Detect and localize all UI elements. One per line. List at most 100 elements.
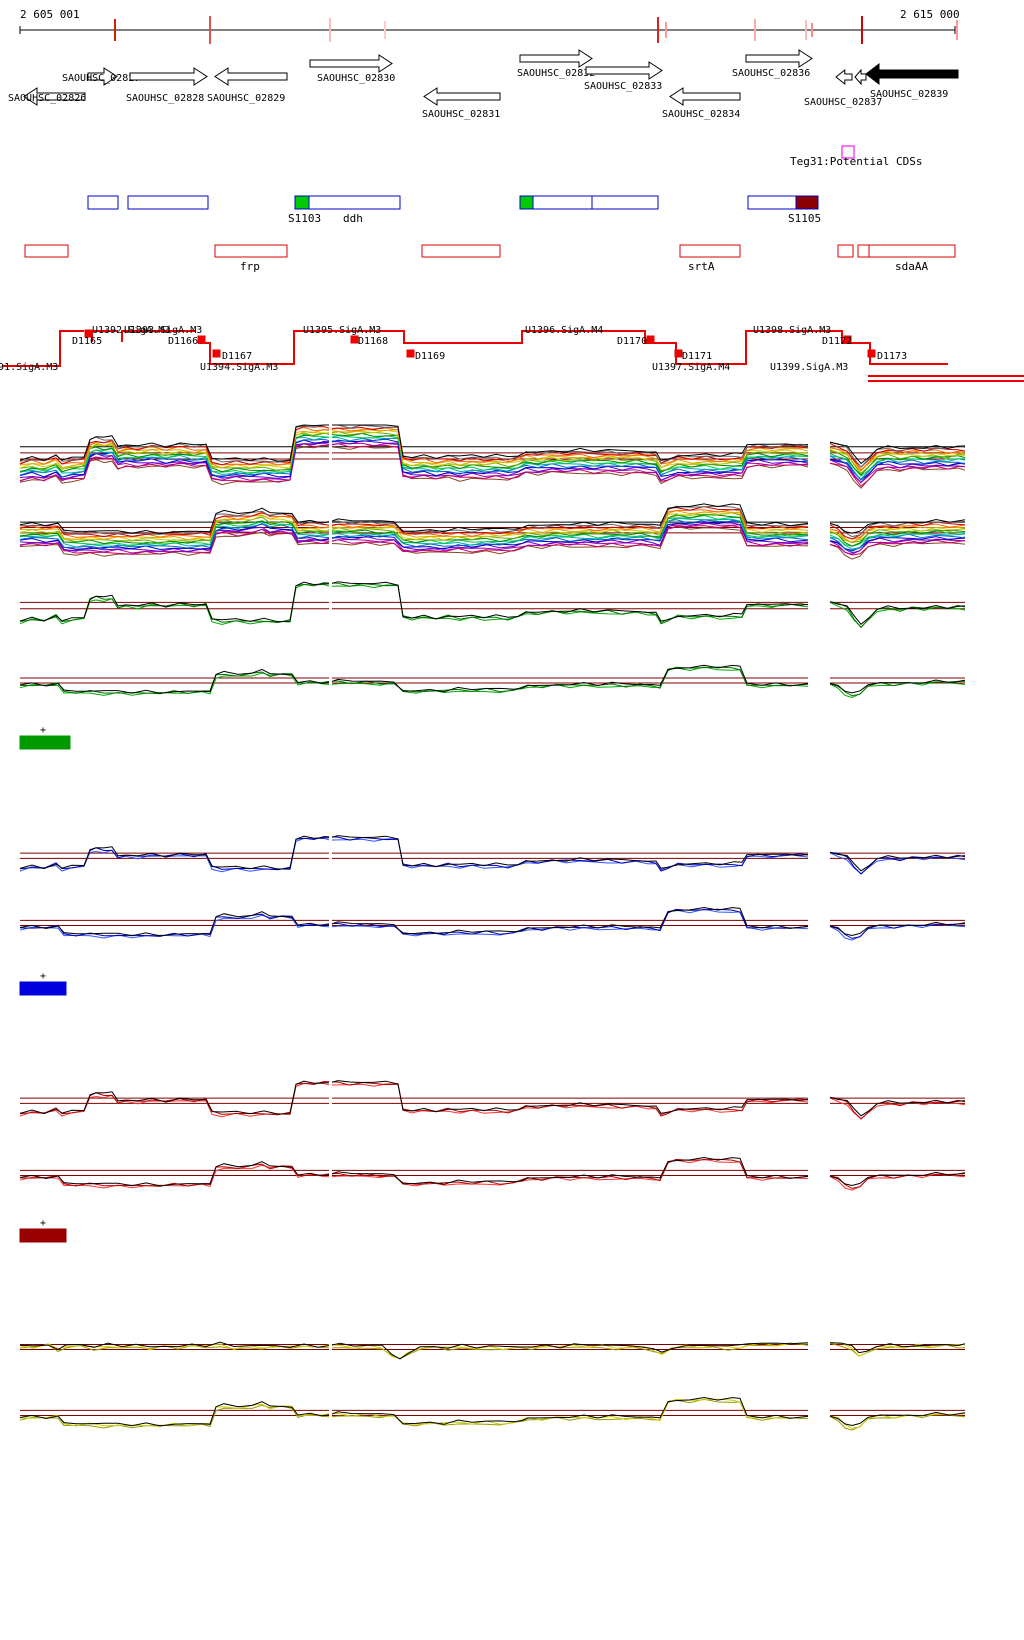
gene-label: SAOUHSC_02837 [804,97,882,108]
all-conditions-overlay-trace [19,509,809,538]
tu-step-line [2,330,84,367]
green-condition-trace [829,681,966,699]
green-condition-trace [829,601,966,628]
all-conditions-overlay-trace [19,431,809,472]
red-condition-trace [829,1096,966,1120]
gene-arrow[interactable] [835,68,853,86]
all-conditions-overlay-trace [829,441,966,468]
yellow-condition-trace [19,1398,809,1427]
all-conditions-overlay-trace [19,424,809,462]
all-conditions-overlay-trace [829,455,966,480]
all-conditions-overlay-trace [829,538,966,555]
red-condition-trace [829,1097,966,1120]
tu-label: U1391.SigA.M3 [0,362,58,373]
blue-feature-box[interactable] [294,195,310,210]
gene-label: SAOUHSC_02836 [732,68,810,79]
blue-feature-box[interactable] [795,195,819,210]
tu-label: U1397.SigA.M4 [652,362,730,373]
all-conditions-overlay-trace [19,511,809,541]
gene-label: SAOUHSC_02829 [207,93,285,104]
tu-label: U1392.SigA.M3 [92,325,170,336]
gene-arrow[interactable] [129,67,208,86]
all-conditions-overlay-trace [829,529,966,547]
red-feature-box[interactable] [857,244,870,258]
gene-arrow[interactable] [214,67,288,86]
tu-label: D1169 [415,351,445,362]
blue-condition-trace [829,921,966,937]
red-condition-trace [829,1173,966,1191]
red-condition-trace [829,1171,966,1187]
tu-square[interactable] [843,335,852,344]
tu-step-line [614,330,670,344]
tu-square[interactable] [350,335,359,344]
green-condition-trace [19,666,809,695]
tu-label: U1396.SigA.M4 [525,325,603,336]
gene-arrow[interactable] [87,67,118,86]
tu-label: U1394.SigA.M3 [200,362,278,373]
tu-label: D1171 [682,351,712,362]
gene-arrow[interactable] [865,62,959,86]
red-feature-box[interactable] [837,244,854,258]
green-condition-trace [19,664,809,694]
legend-plus-sign: + [40,725,46,736]
tu-square[interactable] [674,349,683,358]
tu-square[interactable] [197,335,206,344]
tu-label: D1165 [72,336,102,347]
gene-arrow[interactable] [854,68,867,86]
blue-feature-box[interactable] [747,195,797,210]
blue-feature-box[interactable] [532,195,593,210]
blue-feature-box[interactable] [308,195,401,210]
gene-arrow[interactable] [519,49,593,68]
green-condition-trace [829,679,966,694]
tu-step-line [396,330,516,344]
all-conditions-overlay-trace [19,514,809,547]
tu-square[interactable] [867,349,876,358]
blue-feature-box[interactable] [87,195,119,210]
blue-condition-trace [19,906,809,937]
gene-arrow[interactable] [423,87,501,106]
gene-arrow[interactable] [585,61,663,80]
red-feature-box[interactable] [421,244,501,258]
red-feature-box[interactable] [214,244,288,258]
gene-label: SAOUHSC_02834 [662,109,740,120]
blue-feature-box[interactable] [519,195,534,210]
tu-square[interactable] [212,349,221,358]
red-feature-box[interactable] [24,244,69,258]
tu-square[interactable] [646,335,655,344]
yellow-condition-trace [19,1342,809,1360]
gene-label: SAOUHSC_02828 [126,93,204,104]
gene-arrow[interactable] [745,49,813,68]
tu-label: D1167 [222,351,252,362]
legend-plus-sign: + [40,971,46,982]
gene-label: SAOUHSC_02839 [870,89,948,100]
gene-label: SAOUHSC_02826 [8,93,86,104]
blue-condition-trace [829,923,966,941]
all-conditions-overlay-trace [19,503,809,535]
tu-label: D1172 [822,336,852,347]
blue-condition-trace [19,908,809,937]
red-condition-trace [829,1097,966,1117]
tu-square[interactable] [406,349,415,358]
all-conditions-overlay-trace [829,455,966,481]
blue-feature-box[interactable] [127,195,209,210]
red-feature-box[interactable] [868,244,956,258]
all-conditions-overlay-trace [829,518,966,534]
tu-square[interactable] [84,329,93,338]
all-conditions-overlay-trace [829,462,966,489]
gene-arrow[interactable] [23,87,86,106]
green-condition-trace [19,583,809,626]
yellow-condition-trace [829,1342,966,1354]
all-conditions-overlay-trace [829,458,966,484]
tu-step-line [516,330,614,344]
all-conditions-overlay-trace [829,533,966,550]
gene-arrow[interactable] [309,54,393,73]
tu-label: D1168 [358,336,388,347]
red-feature-box[interactable] [679,244,741,258]
blue-feature-box[interactable] [591,195,659,210]
blue-condition-trace [829,852,966,872]
ruler-start-label: 2 605 001 [20,8,80,21]
gene-arrow[interactable] [669,87,741,106]
teg31-box [841,145,855,159]
ruler-end-label: 2 615 000 [900,8,960,21]
